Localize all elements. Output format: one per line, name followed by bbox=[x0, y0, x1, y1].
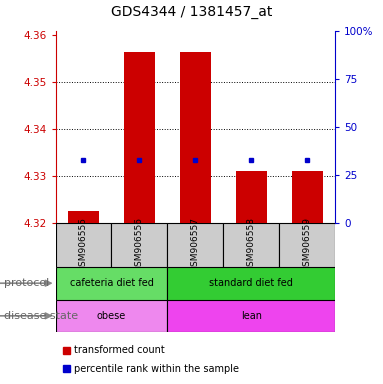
Text: GSM906556: GSM906556 bbox=[135, 217, 144, 272]
Bar bbox=[236, 171, 267, 223]
Bar bbox=[68, 211, 99, 223]
Bar bbox=[167, 267, 335, 300]
Bar bbox=[279, 223, 335, 267]
Text: obese: obese bbox=[97, 311, 126, 321]
Text: GSM906557: GSM906557 bbox=[191, 217, 200, 272]
Text: protocol: protocol bbox=[4, 278, 49, 288]
Text: lean: lean bbox=[241, 311, 262, 321]
Bar bbox=[111, 223, 167, 267]
Bar bbox=[292, 171, 322, 223]
Bar bbox=[167, 223, 223, 267]
Text: transformed count: transformed count bbox=[74, 345, 165, 355]
Bar bbox=[180, 52, 211, 223]
Text: disease state: disease state bbox=[4, 311, 78, 321]
Bar bbox=[223, 223, 279, 267]
Text: GSM906559: GSM906559 bbox=[303, 217, 312, 272]
Text: GSM906555: GSM906555 bbox=[79, 217, 88, 272]
Text: standard diet fed: standard diet fed bbox=[210, 278, 293, 288]
Text: cafeteria diet fed: cafeteria diet fed bbox=[70, 278, 153, 288]
Bar bbox=[124, 52, 155, 223]
Text: GSM906558: GSM906558 bbox=[247, 217, 256, 272]
Text: percentile rank within the sample: percentile rank within the sample bbox=[74, 364, 239, 374]
Bar bbox=[56, 300, 167, 332]
Bar bbox=[56, 223, 111, 267]
Bar bbox=[167, 300, 335, 332]
Bar bbox=[56, 267, 167, 300]
Text: GDS4344 / 1381457_at: GDS4344 / 1381457_at bbox=[111, 5, 272, 19]
